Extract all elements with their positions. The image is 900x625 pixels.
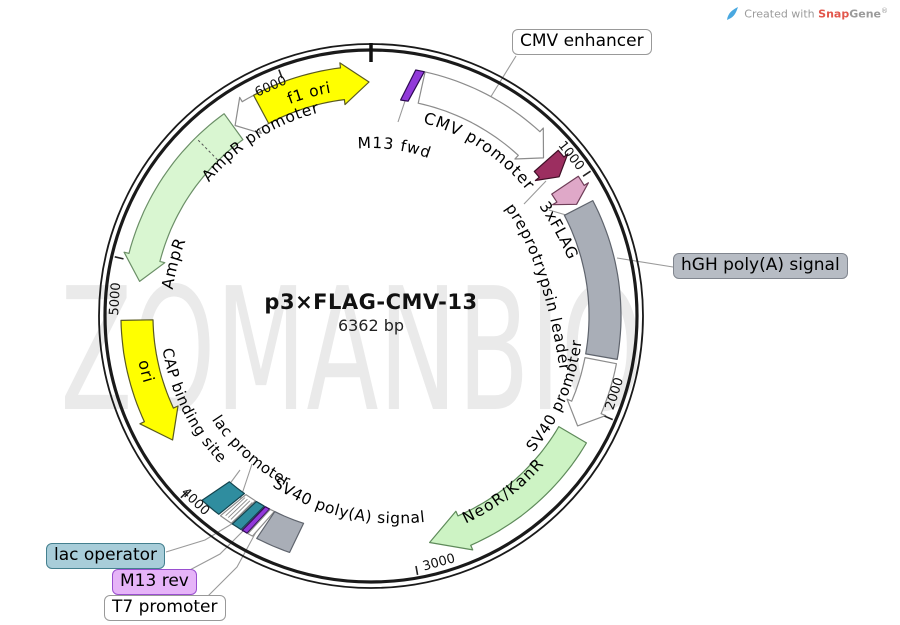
feature-preprotrypsin-leader bbox=[533, 149, 569, 182]
cmv-enhancer-leader bbox=[486, 55, 517, 104]
tick-4000 bbox=[180, 490, 188, 499]
3xflag-leader bbox=[548, 209, 567, 216]
plasmid-name: p3×FLAG-CMV-13 bbox=[264, 290, 478, 314]
preprotrypsin-leader bbox=[523, 180, 547, 205]
tick-6000 bbox=[278, 69, 283, 79]
hatch-line bbox=[230, 500, 251, 520]
tick-1000 bbox=[582, 170, 592, 177]
m13-fwd-leader bbox=[397, 100, 406, 123]
brand-snap: Snap bbox=[818, 7, 850, 21]
tick-5000 bbox=[114, 256, 124, 260]
lac-operator-leader bbox=[165, 518, 241, 553]
label-box-hgh-polya-signal: hGH poly(A) signal bbox=[673, 253, 848, 279]
feature-sv40-promoter bbox=[566, 357, 618, 427]
credit-text: Created with SnapGene® bbox=[744, 7, 888, 21]
feature-sv40-poly-a-signal bbox=[256, 511, 305, 554]
feature-m13-rev bbox=[241, 506, 271, 534]
feature-3xflag bbox=[551, 175, 590, 206]
label-box-lac-operator: lac operator bbox=[46, 543, 166, 569]
t7-promoter-leader bbox=[206, 531, 257, 598]
hatch-line bbox=[227, 498, 248, 518]
m13-rev-leader bbox=[185, 524, 250, 573]
hatch-line bbox=[225, 497, 246, 517]
label-box-cmv-enhancer: CMV enhancer bbox=[512, 29, 652, 55]
snapgene-icon bbox=[727, 7, 739, 20]
plasmid-size: 6362 bp bbox=[337, 316, 405, 335]
label-box-m13-rev: M13 rev bbox=[112, 569, 197, 595]
feature-neor-kanr bbox=[429, 426, 588, 551]
feature-cap-binding-site bbox=[201, 481, 245, 515]
tick-2000 bbox=[604, 415, 614, 421]
feature-m13-fwd bbox=[400, 69, 425, 102]
tick-3000 bbox=[415, 565, 419, 575]
tick-label-5000: 5000 bbox=[107, 282, 124, 316]
feature-lac-operator bbox=[231, 500, 265, 531]
feature-cmv-enhancer-cmv-promoter bbox=[417, 71, 545, 160]
snapgene-credit: Created with SnapGene® bbox=[726, 7, 888, 21]
brand-gene: Gene bbox=[849, 7, 881, 21]
hatch-line bbox=[233, 502, 253, 522]
map-label-m13-fwd: M13 fwd bbox=[357, 134, 434, 162]
hgh-polya-leader bbox=[616, 257, 674, 268]
feature-f1-ori bbox=[253, 62, 370, 125]
plasmid-title-block: p3×FLAG-CMV-13 6362 bp bbox=[221, 290, 521, 335]
label-box-t7-promoter: T7 promoter bbox=[104, 595, 226, 621]
feature-ori bbox=[120, 319, 179, 441]
ampr-signal-divider bbox=[196, 138, 218, 161]
feature-hgh-poly-a-signal bbox=[563, 200, 622, 360]
map-label-ori: ori bbox=[134, 358, 158, 385]
